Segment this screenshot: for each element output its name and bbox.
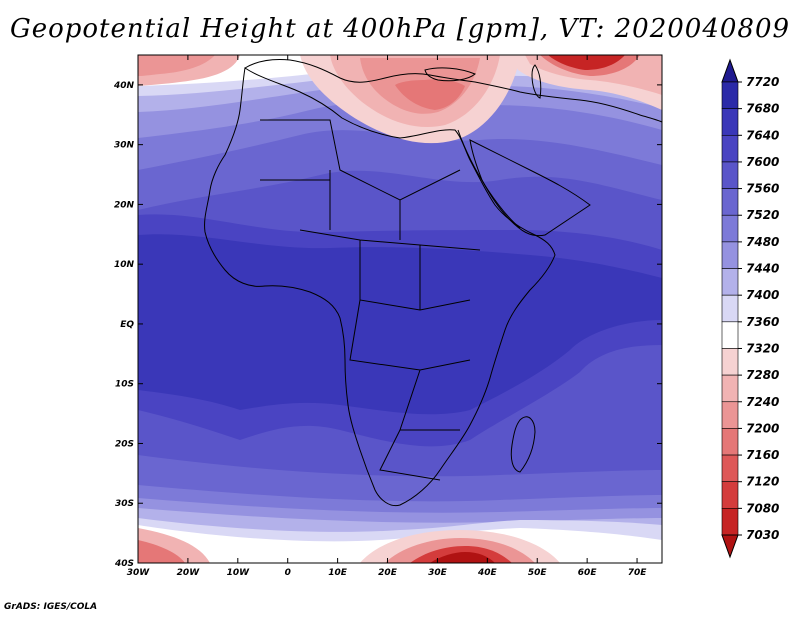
colorbar-swatch: [721, 188, 739, 216]
colorbar-bottom-arrow: [721, 534, 739, 559]
colorbar-swatch: [721, 401, 739, 429]
height-field: [138, 55, 662, 563]
colorbar-swatch: [721, 454, 739, 483]
y-tick-label: 10N: [114, 260, 135, 270]
black-sea-coastline: [424, 67, 476, 82]
colorbar-label: 7120: [746, 475, 779, 489]
x-tick-label: 70E: [628, 568, 648, 578]
colorbar-label: 7560: [746, 182, 779, 196]
colorbar-label: 7200: [746, 421, 779, 435]
colorbar-swatch: [721, 268, 739, 296]
colorbar-top-arrow: [721, 58, 739, 83]
colorbar-swatch: [721, 428, 739, 456]
colorbar-label: 7400: [746, 288, 779, 302]
x-tick-label: 20E: [378, 568, 398, 578]
colorbar-label: 7440: [746, 262, 779, 276]
colorbar-label: 7600: [746, 155, 779, 169]
colorbar-swatch: [721, 134, 739, 163]
colorbar-label: 7720: [746, 75, 779, 89]
tick-marks: [137, 55, 662, 564]
y-tick-label: EQ: [120, 320, 134, 330]
colorbar-swatch: [721, 81, 739, 109]
x-tick-label: 0: [285, 568, 291, 578]
colorbar-swatch: [721, 321, 739, 349]
x-tick-label: 50E: [528, 568, 548, 578]
x-tick-label: 30W: [127, 568, 151, 578]
grads-credit: GrADS: IGES/COLA: [4, 602, 98, 612]
colorbar-label: 7320: [746, 341, 779, 355]
x-tick-label: 10E: [328, 568, 348, 578]
colorbar-swatch: [721, 241, 739, 269]
colorbar-swatch: [721, 294, 739, 323]
colorbar-label: 7030: [746, 528, 779, 542]
y-tick-label: 20S: [115, 439, 134, 449]
y-tick-label: 40N: [113, 81, 135, 91]
y-tick-label: 30S: [115, 499, 134, 509]
colorbar-label: 7160: [746, 448, 779, 462]
x-tick-label: 20W: [177, 568, 201, 578]
europe-coastline: [244, 59, 662, 123]
y-tick-label: 10S: [115, 380, 134, 390]
y-tick-label: 30N: [114, 141, 135, 151]
x-tick-label: 40E: [477, 568, 498, 578]
map-title: Geopotential Height at 400hPa [gpm], VT:…: [9, 14, 791, 44]
y-tick-label: 20N: [114, 200, 135, 210]
x-tick-label: 10W: [227, 568, 251, 578]
caspian-coastline: [531, 64, 542, 99]
x-tick-label: 60E: [578, 568, 598, 578]
colorbar-swatch: [721, 161, 739, 189]
colorbar-swatch: [721, 108, 739, 136]
madagascar-coastline: [510, 416, 536, 473]
y-tick-label: 40S: [114, 559, 134, 569]
plot-frame: [137, 54, 663, 564]
red-sea-coastline: [457, 129, 521, 229]
country-borders: [260, 119, 481, 481]
colorbar-label: 7080: [746, 501, 779, 515]
colorbar-label: 7480: [746, 235, 779, 249]
tick-labels: 30W 20W 10W 0 10E 20E 30E 40E 50E 60E 70E 40N 30N 20N…: [113, 81, 647, 578]
colorbar-label: 7280: [746, 368, 779, 382]
colorbar-swatch: [721, 374, 739, 403]
coastlines: [204, 59, 662, 507]
colorbar-swatch: [721, 481, 739, 509]
colorbar-label: 7520: [746, 208, 779, 222]
colorbar: 7720 7680 7640 7600 7560 7520 7480 7440 7400 7360…: [721, 58, 779, 559]
colorbar-label: 7240: [746, 395, 779, 409]
x-tick-label: 30E: [428, 568, 448, 578]
colorbar-swatch: [721, 508, 739, 536]
colorbar-label: 7640: [746, 128, 779, 142]
colorbar-label: 7680: [746, 102, 779, 116]
colorbar-label: 7360: [746, 315, 779, 329]
colorbar-swatch: [721, 348, 739, 376]
colorbar-swatch: [721, 214, 739, 243]
